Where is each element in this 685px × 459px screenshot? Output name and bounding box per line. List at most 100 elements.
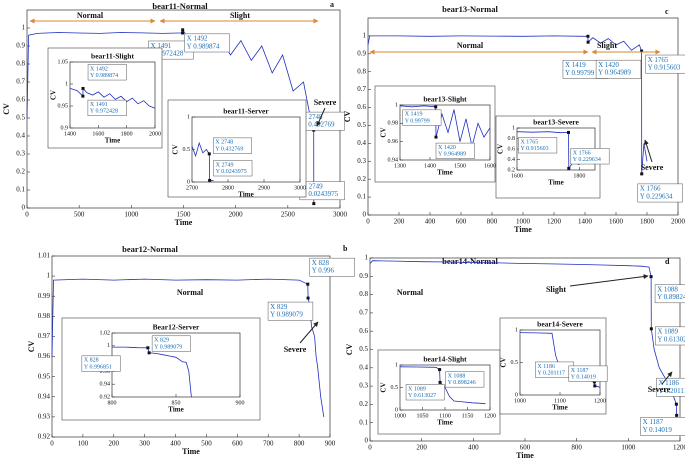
datatip-label: Y 0.989079 bbox=[270, 311, 303, 319]
y-tick-label: 0.7 bbox=[16, 78, 25, 86]
y-tick-label: 1.02 bbox=[100, 330, 111, 336]
x-tick-label: 800 bbox=[571, 444, 582, 452]
x-tick-label: 500 bbox=[201, 440, 212, 448]
datatip-box bbox=[267, 301, 314, 321]
y-tick-label: 0.5 bbox=[357, 121, 366, 129]
datatip-label: Y 0.996851 bbox=[84, 364, 112, 370]
datatip-label: Y 0.613027 bbox=[657, 335, 685, 343]
x-axis-label: Time bbox=[105, 137, 120, 145]
x-tick-label: 600 bbox=[520, 444, 531, 452]
y-axis-label: CV bbox=[50, 90, 58, 100]
x-tick-label: 2900 bbox=[258, 185, 270, 191]
datatip-label: X 1491 bbox=[90, 102, 108, 108]
datatip-marker bbox=[674, 402, 678, 406]
datatip-label: Y 0.0243975 bbox=[302, 190, 339, 198]
datatip-label: Y 0.972428 bbox=[151, 50, 184, 58]
datatip-label: X 1089 bbox=[657, 328, 678, 336]
x-tick-label: 1100 bbox=[554, 398, 566, 404]
x-tick-label: 1500 bbox=[454, 163, 466, 169]
y-tick-label: 1 bbox=[395, 362, 398, 368]
x-tick-label: 400 bbox=[170, 440, 181, 448]
y-axis-label: CV bbox=[172, 144, 180, 154]
panel-letter: b bbox=[343, 244, 348, 253]
x-tick-label: 200 bbox=[394, 218, 405, 226]
y-tick-label: 0.92 bbox=[100, 394, 111, 400]
y-tick-label: 0.8 bbox=[359, 290, 368, 298]
datatip-box bbox=[595, 59, 642, 79]
datatip-label: Y 0.989079 bbox=[154, 344, 182, 350]
datatip-label: Y 0.613027 bbox=[408, 393, 436, 399]
chart-title: bear12-Normal bbox=[122, 244, 178, 254]
y-tick-label: 0.96 bbox=[388, 139, 399, 145]
datatip-marker bbox=[312, 202, 316, 206]
phase-arrow bbox=[316, 107, 326, 127]
datatip-label: X 2748 bbox=[302, 113, 323, 121]
x-tick-label: 850 bbox=[172, 400, 181, 406]
x-tick-label: 800 bbox=[487, 218, 498, 226]
datatip-box bbox=[654, 284, 685, 304]
x-tick-label: 1400 bbox=[64, 131, 76, 137]
datatip-marker bbox=[146, 346, 150, 350]
chart-title: bear11-Server bbox=[223, 107, 269, 116]
datatip-label: Y 0.201117 bbox=[537, 370, 565, 376]
y-tick-label: 0 bbox=[187, 179, 190, 185]
datatip-marker bbox=[649, 275, 653, 279]
datatip-label: X 1766 bbox=[640, 185, 661, 193]
x-tick-label: 1800 bbox=[640, 218, 655, 226]
datatip-label: Y 0.898246 bbox=[448, 380, 476, 386]
datatip-label: X 2749 bbox=[302, 182, 323, 190]
y-tick-label: 0.5 bbox=[511, 360, 519, 366]
y-tick-label: 0.2 bbox=[16, 168, 25, 176]
y-tick-label: 0.5 bbox=[359, 345, 368, 353]
chart-title: bear11-Slight bbox=[91, 52, 134, 61]
datatip-marker bbox=[181, 31, 185, 35]
datatip-box bbox=[87, 99, 127, 116]
x-tick-label: 1000 bbox=[621, 444, 636, 452]
y-tick-label: 1 bbox=[22, 24, 26, 32]
x-axis-label: Time bbox=[238, 191, 253, 199]
datatip-label: X 1088 bbox=[448, 373, 466, 379]
y-tick-label: 0.4 bbox=[359, 363, 368, 371]
x-tick-label: 1150 bbox=[462, 413, 474, 419]
datatip-marker bbox=[567, 166, 571, 170]
datatip-label: Y 0.989874 bbox=[90, 73, 118, 79]
datatip-label: Y 0.0243975 bbox=[216, 169, 247, 175]
datatip-marker bbox=[593, 384, 597, 388]
datatip-label: Y 0.14019 bbox=[571, 374, 596, 380]
datatip-box bbox=[402, 109, 442, 126]
x-tick-label: 1600 bbox=[92, 131, 104, 137]
x-axis-label: Time bbox=[516, 451, 534, 459]
datatip-label: X 1088 bbox=[657, 285, 678, 293]
datatip-marker bbox=[649, 327, 653, 331]
x-tick-label: 1000 bbox=[516, 218, 531, 226]
x-tick-label: 1200 bbox=[547, 218, 562, 226]
x-tick-label: 1600 bbox=[511, 173, 523, 179]
datatip-label: X 1420 bbox=[438, 145, 456, 151]
y-tick-label: 1 bbox=[512, 125, 515, 131]
datatip-label: Y 0.964989 bbox=[598, 69, 631, 77]
y-tick-label: 0.9 bbox=[61, 125, 69, 131]
chart-title: bear14-Severe bbox=[537, 320, 583, 329]
datatip-label: X 1492 bbox=[90, 66, 108, 72]
x-tick-label: 2000 bbox=[671, 218, 685, 226]
y-tick-label: 0.5 bbox=[16, 114, 25, 122]
chart-title: bear13-Severe bbox=[533, 118, 579, 127]
x-tick-label: 2500 bbox=[281, 211, 296, 219]
x-tick-label: 2700 bbox=[186, 185, 198, 191]
phase-label: Slight bbox=[597, 41, 617, 50]
datatip-label: X 2749 bbox=[216, 162, 234, 168]
datatip-marker bbox=[81, 86, 85, 90]
datatip-box bbox=[87, 64, 127, 81]
y-tick-label: 0.9 bbox=[359, 272, 368, 280]
y-tick-label: 1.05 bbox=[58, 59, 69, 65]
y-tick-label: 0 bbox=[515, 392, 518, 398]
y-tick-label: 0.3 bbox=[16, 150, 25, 158]
datatip-label: X 1765 bbox=[648, 56, 669, 64]
datatip-label: Y 0.989874 bbox=[187, 42, 220, 50]
y-tick-label: 0.95 bbox=[58, 103, 69, 109]
y-tick-label: 0.99 bbox=[38, 292, 51, 300]
x-tick-label: 700 bbox=[263, 440, 274, 448]
datatip-label: X 1492 bbox=[187, 35, 208, 43]
datatip-label: Y 0.99799 bbox=[565, 69, 595, 77]
